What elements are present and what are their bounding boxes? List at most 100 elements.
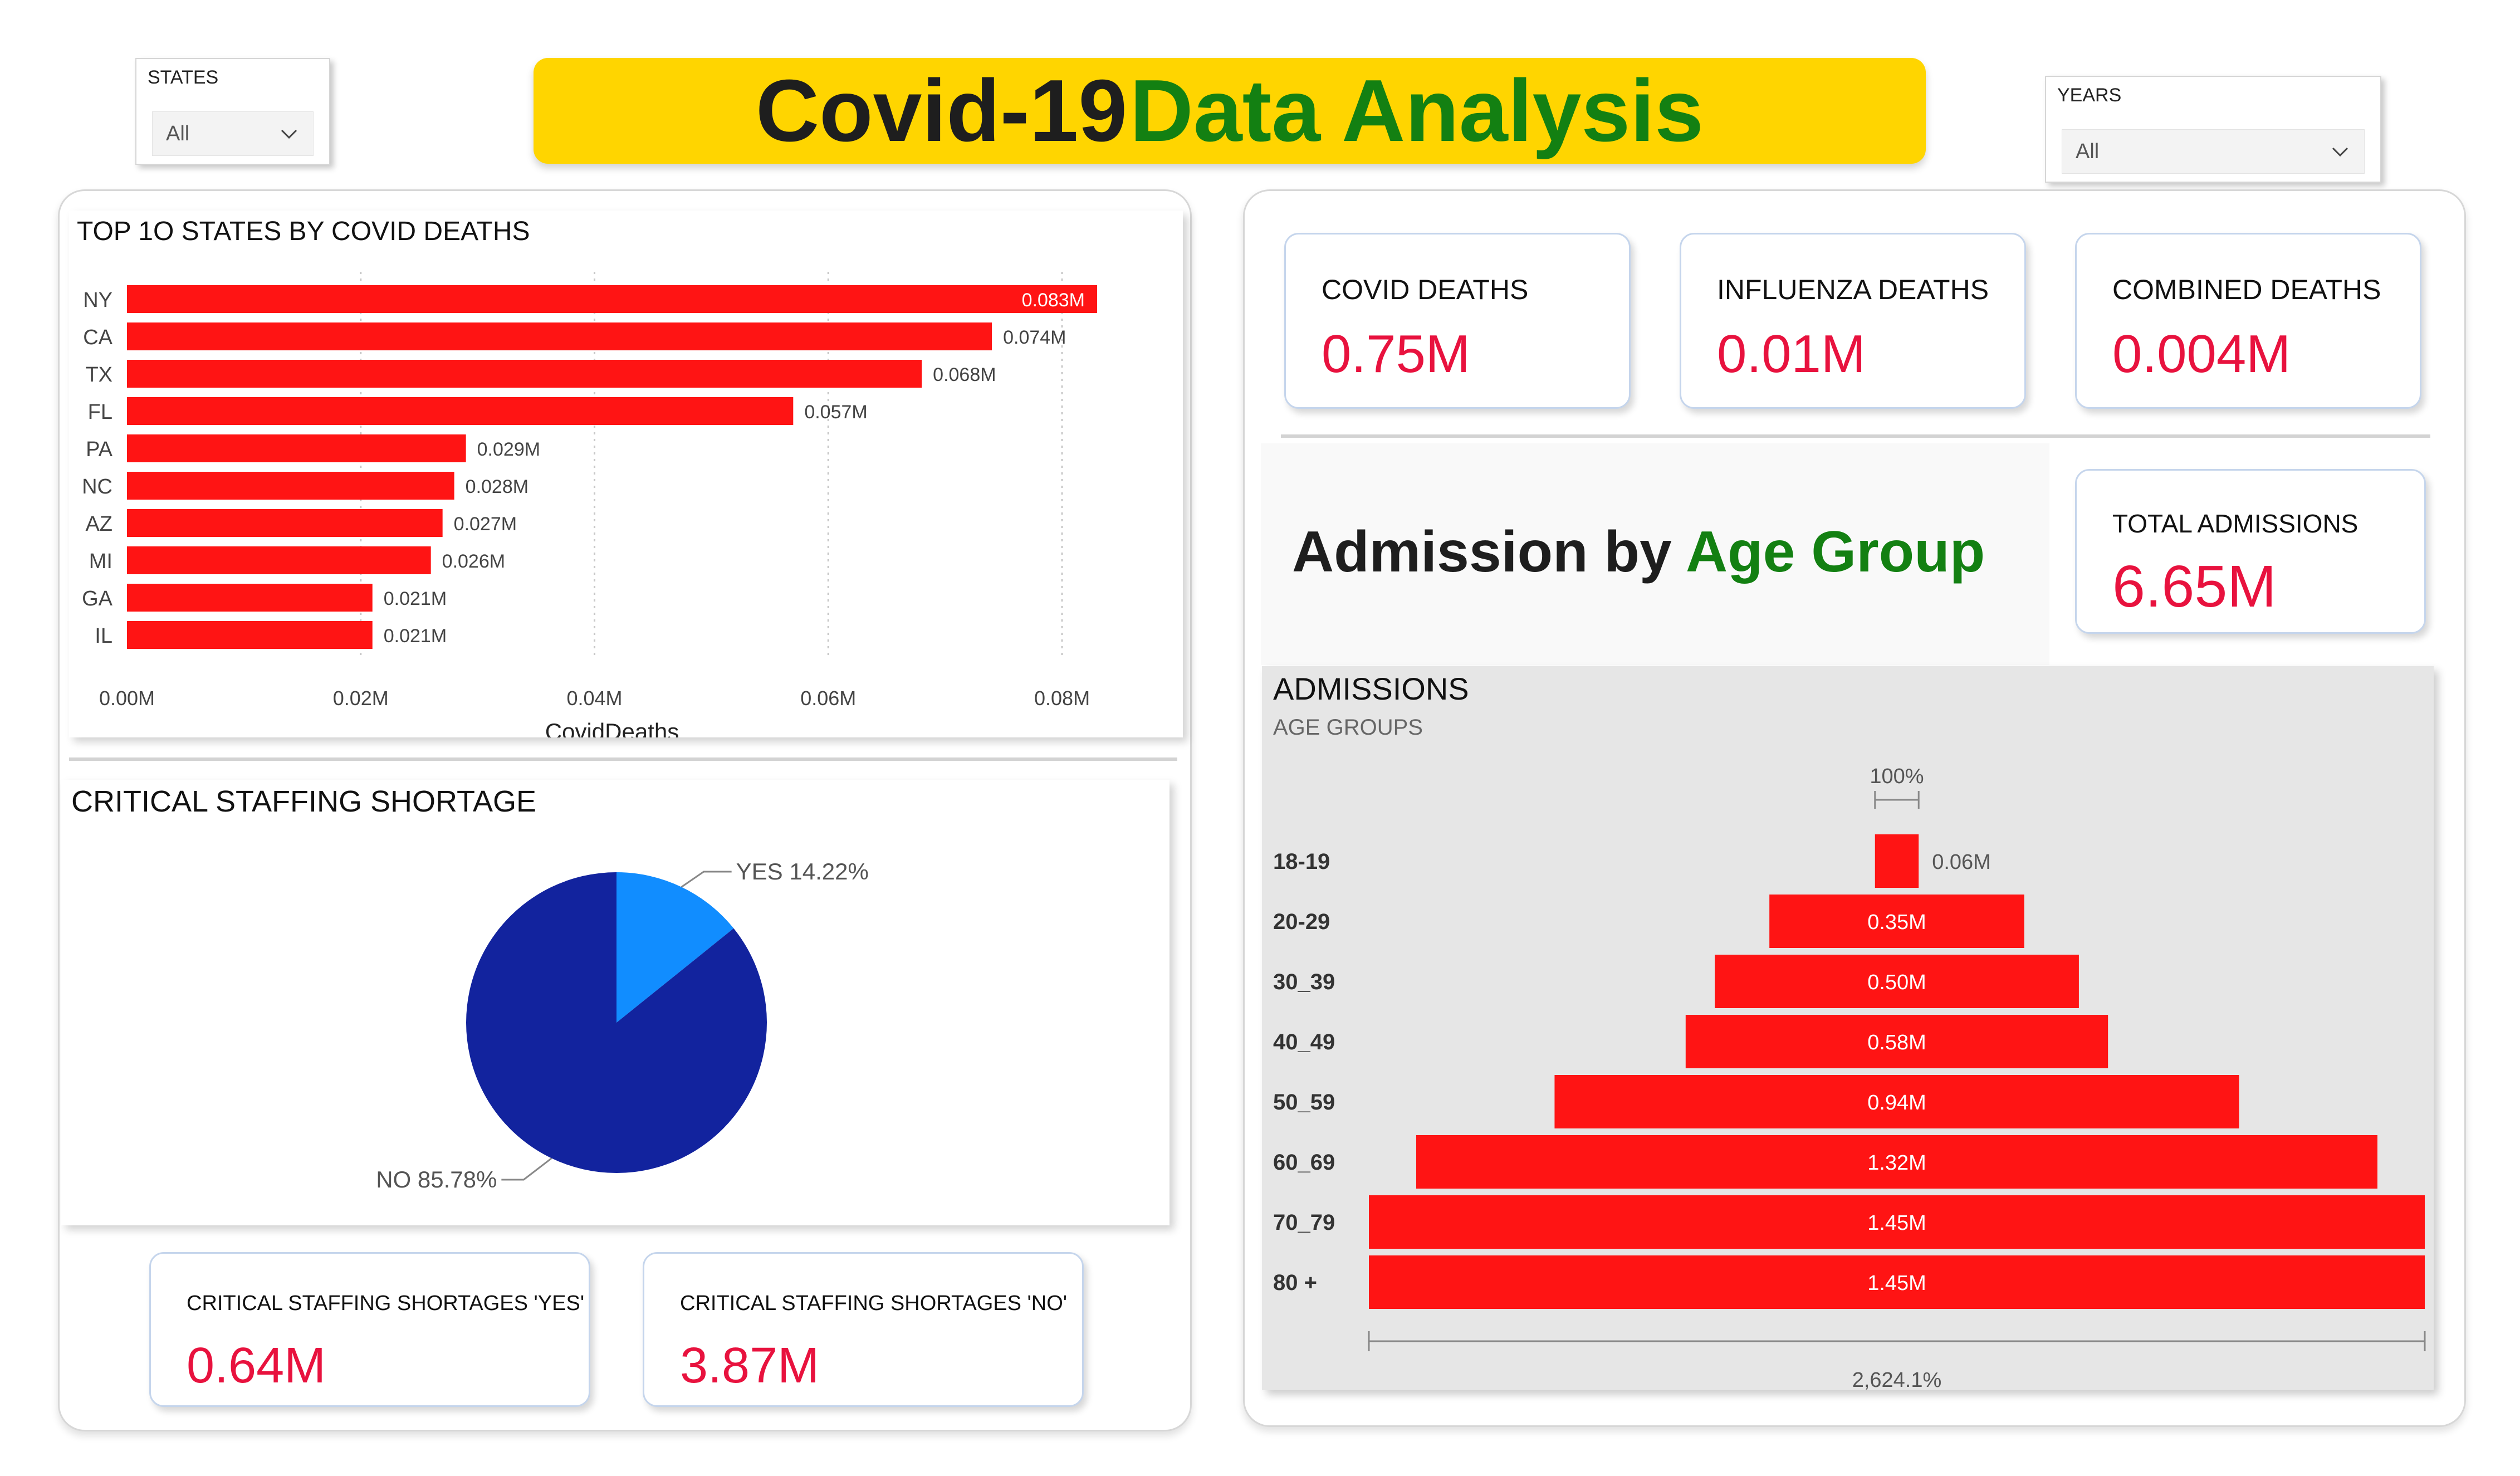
admission-header-area: Admission by Age Group [1261,443,2049,665]
y-category-label: MI [89,550,112,573]
right-divider [1281,434,2430,438]
left-divider [69,757,1177,761]
staffing-pie-chart: YES 14.22% NO 85.78% [376,858,869,1192]
funnel-category-label: 60_69 [1273,1150,1335,1175]
y-category-label: NC [82,475,112,498]
covid-deaths-card: COVID DEATHS 0.75M [1284,233,1631,409]
funnel-bar [1369,1195,2425,1249]
influenza-deaths-label: INFLUENZA DEATHS [1717,274,1989,305]
funnel-data-label: 1.45M [1867,1211,1926,1235]
states-dropdown[interactable]: All [152,111,314,156]
bar [127,621,373,649]
funnel-bar [1685,1015,2108,1068]
staffing-title: CRITICAL STAFFING SHORTAGE [71,785,537,818]
y-category-label: NY [83,289,112,312]
funnel-category-label: 30_39 [1273,970,1335,994]
funnel-data-label: 0.06M [1932,851,1991,874]
leader-line [681,871,732,888]
leader-line [501,1157,552,1181]
funnel-data-label: 0.50M [1867,971,1926,994]
bar-data-label: 0.057M [804,402,867,423]
bar [127,509,443,537]
admission-heading-part-2: Age Group [1685,520,1985,584]
admission-heading-part-1: Admission by [1292,520,1672,584]
funnel-bar [1769,895,2024,948]
bar [127,397,794,425]
title-part-2: Data Analysis [1129,62,1704,160]
years-dropdown-value: All [2076,140,2100,163]
x-tick-label: 0.04M [566,687,622,710]
states-slicer-label: STATES [148,67,219,88]
bar-data-label: 0.068M [933,364,996,385]
admissions-card: ADMISSIONS AGE GROUPS 100% 18-19 0.06M 20-2… [1262,666,2434,1390]
staffing-yes-card: CRITICAL STAFFING SHORTAGES 'YES' 0.64M [149,1252,590,1407]
funnel-category-label: 40_49 [1273,1030,1335,1054]
funnel-bar [1715,955,2079,1008]
pie-slice [466,872,767,1173]
years-slicer[interactable]: YEARS All [2045,76,2381,183]
y-category-label: GA [82,587,113,610]
combined-deaths-label: COMBINED DEATHS [2112,274,2381,305]
bar-data-label: 0.083M [1022,290,1085,311]
funnel-bar [1416,1135,2378,1189]
staffing-card: CRITICAL STAFFING SHORTAGE YES 14.22% NO … [61,780,1170,1225]
influenza-deaths-value: 0.01M [1717,324,1866,384]
bar-data-label: 0.021M [384,588,447,609]
x-tick-label: 0.08M [1034,687,1090,710]
funnel-category-label: 50_59 [1273,1090,1335,1115]
y-category-label: TX [85,363,112,387]
chevron-down-icon [2332,147,2348,157]
years-slicer-label: YEARS [2057,85,2122,106]
funnel-data-label: 1.32M [1867,1151,1926,1175]
y-category-label: AZ [85,512,112,536]
funnel-category-label: 18-19 [1273,849,1330,874]
combined-deaths-card: COMBINED DEATHS 0.004M [2075,233,2421,409]
bar [127,472,454,500]
staffing-no-value: 3.87M [680,1338,820,1394]
funnel-bar [1554,1075,2239,1128]
admissions-subtitle: AGE GROUPS [1273,715,1423,740]
funnel-data-label: 0.58M [1867,1031,1926,1054]
combined-deaths-value: 0.004M [2112,324,2291,384]
funnel-category-label: 80 + [1273,1270,1317,1295]
bar-data-label: 0.028M [466,476,529,497]
x-tick-label: 0.00M [99,687,155,710]
bar-data-label: 0.074M [1003,327,1066,348]
bar-data-label: 0.026M [442,551,505,572]
funnel-category-label: 20-29 [1273,910,1330,934]
funnel-top-label: 100% [1870,765,1924,788]
bar [127,285,1097,313]
chevron-down-icon [281,129,297,139]
dashboard-title-bar: Covid-19 Data Analysis [534,58,1926,164]
admission-section-heading: Admission by Age Group [1292,519,1985,585]
bar [127,322,992,350]
bar [127,360,922,388]
states-slicer[interactable]: STATES All [135,58,330,165]
y-category-label: CA [83,326,112,349]
pie-data-label: NO 85.78% [376,1166,497,1192]
staffing-yes-label: CRITICAL STAFFING SHORTAGES 'YES' [187,1292,585,1315]
top-states-card: TOP 1O STATES BY COVID DEATHS 0.00M 0.02M… [69,211,1183,737]
x-tick-label: 0.06M [800,687,856,710]
funnel-category-label: 70_79 [1273,1210,1335,1235]
bar [127,434,466,462]
funnel-data-label: 0.94M [1867,1091,1926,1115]
total-admissions-value: 6.65M [2112,554,2277,619]
bar-data-label: 0.029M [477,439,540,460]
bar [127,546,431,574]
funnel-data-label: 0.35M [1867,911,1926,934]
funnel-bar [1369,1255,2425,1309]
funnel-bottom-label: 2,624.1% [1852,1369,1942,1390]
total-admissions-label: TOTAL ADMISSIONS [2112,509,2358,538]
funnel-data-label: 1.45M [1867,1272,1926,1295]
bar [127,584,373,612]
years-dropdown[interactable]: All [2062,129,2365,174]
states-dropdown-value: All [166,122,190,145]
staffing-no-card: CRITICAL STAFFING SHORTAGES 'NO' 3.87M [643,1252,1084,1407]
covid-deaths-label: COVID DEATHS [1322,274,1529,305]
title-part-1: Covid-19 [755,62,1128,160]
covid-deaths-value: 0.75M [1322,324,1470,384]
x-tick-label: 0.02M [333,687,389,710]
y-category-label: FL [88,400,112,424]
total-admissions-card: TOTAL ADMISSIONS 6.65M [2075,469,2426,634]
